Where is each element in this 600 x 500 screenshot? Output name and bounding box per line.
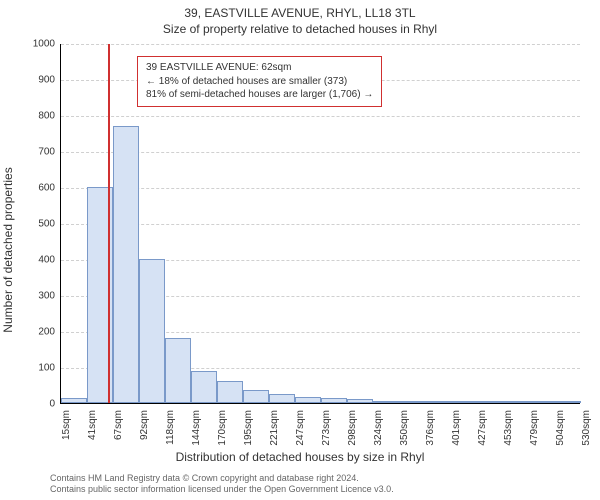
histogram-bar <box>61 398 87 403</box>
x-tick-label: 15sqm <box>61 410 72 440</box>
grid-line <box>61 44 580 45</box>
x-tick-label: 530sqm <box>581 410 592 446</box>
y-tick-label: 400 <box>38 255 55 266</box>
y-tick-label: 200 <box>38 327 55 338</box>
property-marker-line <box>108 44 110 403</box>
x-tick-label: 273sqm <box>321 410 332 446</box>
plot-area: 0100200300400500600700800900100015sqm41s… <box>60 44 580 404</box>
annotation-line: ← 18% of detached houses are smaller (37… <box>146 75 373 89</box>
histogram-bar <box>165 338 191 403</box>
footer-attribution: Contains HM Land Registry data © Crown c… <box>50 473 590 496</box>
grid-line <box>61 116 580 117</box>
histogram-bar <box>529 401 555 403</box>
x-tick-label: 67sqm <box>113 410 124 440</box>
histogram-bar <box>555 401 581 403</box>
histogram-bar <box>373 401 399 403</box>
histogram-bar <box>243 390 269 403</box>
histogram-bar <box>113 126 139 403</box>
histogram-bar <box>399 401 425 403</box>
x-axis-label: Distribution of detached houses by size … <box>0 450 600 464</box>
x-tick-label: 427sqm <box>477 410 488 446</box>
x-tick-label: 195sqm <box>243 410 254 446</box>
x-tick-label: 41sqm <box>87 410 98 440</box>
x-tick-label: 350sqm <box>399 410 410 446</box>
x-tick-label: 504sqm <box>555 410 566 446</box>
histogram-bar <box>503 401 529 403</box>
histogram-bar <box>217 381 243 403</box>
x-tick-label: 92sqm <box>139 410 150 440</box>
histogram-bar <box>321 398 347 403</box>
annotation-box: 39 EASTVILLE AVENUE: 62sqm ← 18% of deta… <box>137 56 382 107</box>
y-tick-label: 100 <box>38 363 55 374</box>
x-tick-label: 118sqm <box>165 410 176 445</box>
annotation-line: 81% of semi-detached houses are larger (… <box>146 88 373 102</box>
histogram-bar <box>347 399 373 403</box>
histogram-bar <box>425 401 451 403</box>
x-tick-label: 453sqm <box>503 410 514 446</box>
histogram-bar <box>191 371 217 403</box>
y-tick-label: 800 <box>38 111 55 122</box>
chart-title-address: 39, EASTVILLE AVENUE, RHYL, LL18 3TL <box>0 6 600 20</box>
x-tick-label: 247sqm <box>295 410 306 446</box>
y-tick-label: 700 <box>38 147 55 158</box>
footer-line: Contains public sector information licen… <box>50 484 590 496</box>
annotation-line: 39 EASTVILLE AVENUE: 62sqm <box>146 61 373 75</box>
y-tick-label: 500 <box>38 219 55 230</box>
x-tick-label: 170sqm <box>217 410 228 446</box>
y-tick-label: 1000 <box>33 39 55 50</box>
histogram-bar <box>477 401 503 403</box>
chart-title-sub: Size of property relative to detached ho… <box>0 22 600 36</box>
y-tick-label: 900 <box>38 75 55 86</box>
histogram-bar <box>269 394 295 403</box>
footer-line: Contains HM Land Registry data © Crown c… <box>50 473 590 485</box>
histogram-bar <box>295 397 321 403</box>
y-tick-label: 600 <box>38 183 55 194</box>
x-tick-label: 401sqm <box>451 410 462 446</box>
histogram-bar <box>139 259 165 403</box>
x-tick-label: 376sqm <box>425 410 436 446</box>
y-tick-label: 0 <box>49 399 55 410</box>
x-tick-label: 298sqm <box>347 410 358 446</box>
histogram-bar <box>451 401 477 403</box>
x-tick-label: 144sqm <box>191 410 202 446</box>
x-tick-label: 324sqm <box>373 410 384 446</box>
x-tick-label: 221sqm <box>269 410 280 446</box>
y-axis-label: Number of detached properties <box>1 167 15 332</box>
x-tick-label: 479sqm <box>529 410 540 446</box>
y-tick-label: 300 <box>38 291 55 302</box>
